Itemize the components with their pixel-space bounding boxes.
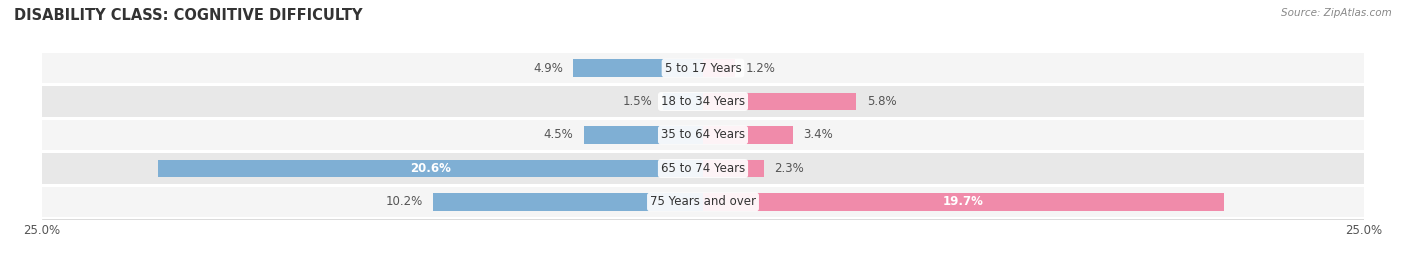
Bar <box>42 53 1364 83</box>
Text: 19.7%: 19.7% <box>943 195 984 208</box>
Text: DISABILITY CLASS: COGNITIVE DIFFICULTY: DISABILITY CLASS: COGNITIVE DIFFICULTY <box>14 8 363 23</box>
Text: 2.3%: 2.3% <box>775 162 804 175</box>
Text: 20.6%: 20.6% <box>411 162 451 175</box>
Bar <box>703 93 856 110</box>
Text: 5 to 17 Years: 5 to 17 Years <box>665 62 741 75</box>
Bar <box>42 86 1364 117</box>
Bar <box>583 126 703 144</box>
Bar <box>433 193 703 211</box>
Text: 1.5%: 1.5% <box>623 95 652 108</box>
Text: 65 to 74 Years: 65 to 74 Years <box>661 162 745 175</box>
Bar <box>42 153 1364 184</box>
Bar <box>42 120 1364 150</box>
Text: 5.8%: 5.8% <box>868 95 897 108</box>
Text: 10.2%: 10.2% <box>385 195 423 208</box>
Text: 75 Years and over: 75 Years and over <box>650 195 756 208</box>
Bar <box>703 193 1223 211</box>
Bar <box>703 59 735 77</box>
Bar <box>703 160 763 177</box>
Bar <box>664 93 703 110</box>
Bar <box>42 187 1364 217</box>
Text: 35 to 64 Years: 35 to 64 Years <box>661 129 745 141</box>
Text: 1.2%: 1.2% <box>745 62 775 75</box>
Bar <box>703 126 793 144</box>
Text: 4.5%: 4.5% <box>544 129 574 141</box>
Text: 4.9%: 4.9% <box>533 62 562 75</box>
Bar <box>159 160 703 177</box>
Bar <box>574 59 703 77</box>
Text: Source: ZipAtlas.com: Source: ZipAtlas.com <box>1281 8 1392 18</box>
Text: 3.4%: 3.4% <box>803 129 834 141</box>
Text: 18 to 34 Years: 18 to 34 Years <box>661 95 745 108</box>
